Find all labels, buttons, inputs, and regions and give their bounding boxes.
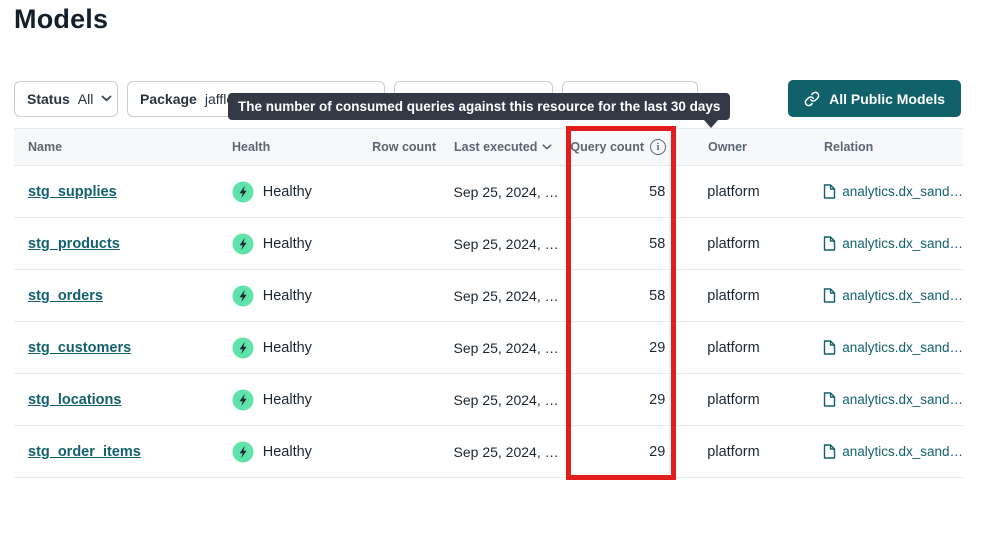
table-header-row: Name Health Row count Last executed Quer… [14,128,963,166]
query-count-cell: 58 [649,183,666,200]
owner-cell: platform [707,287,760,304]
owner-cell: platform [707,339,760,356]
table-row: stg_supplies Healthy Sep 25, 2024, … 58 … [14,166,963,218]
link-icon [804,91,820,106]
health-status-label: Healthy [262,443,312,460]
last-executed-cell: Sep 25, 2024, … [453,443,559,460]
column-header-row-count[interactable]: Row count [372,140,436,154]
column-header-last-executed-label: Last executed [454,140,538,154]
model-name-link[interactable]: stg_locations [28,391,122,408]
health-status-label: Healthy [262,183,312,200]
relation-link[interactable]: analytics.dx_sand… [842,444,964,459]
column-header-query-count[interactable]: Query count i [568,139,680,155]
table-row: stg_products Healthy Sep 25, 2024, … 58 … [14,218,963,270]
model-name-link[interactable]: stg_supplies [28,183,117,200]
page-title: Models [14,4,109,34]
model-name-link[interactable]: stg_customers [28,339,132,356]
owner-cell: platform [707,183,760,200]
column-header-owner[interactable]: Owner [708,140,747,154]
info-icon[interactable]: i [650,139,666,155]
healthy-status-icon [232,285,254,306]
models-table: Name Health Row count Last executed Quer… [14,128,963,478]
last-executed-cell: Sep 25, 2024, … [453,287,559,304]
column-header-name[interactable]: Name [28,140,63,154]
health-status-label: Healthy [262,287,312,304]
healthy-status-icon [232,337,254,358]
document-icon [823,184,836,199]
column-header-query-count-label: Query count [570,140,644,154]
last-executed-cell: Sep 25, 2024, … [453,339,559,356]
relation-link[interactable]: analytics.dx_sand… [842,236,964,251]
relation-link[interactable]: analytics.dx_sand… [842,184,964,199]
column-header-relation[interactable]: Relation [824,140,874,154]
table-row: stg_order_items Healthy Sep 25, 2024, … … [14,426,963,478]
model-name-link[interactable]: stg_order_items [28,443,141,460]
status-filter[interactable]: Status All [14,80,118,117]
relation-link[interactable]: analytics.dx_sand… [842,340,964,355]
query-count-cell: 58 [649,235,666,252]
model-name-link[interactable]: stg_orders [28,287,103,304]
sort-descending-icon [542,144,552,150]
table-row: stg_locations Healthy Sep 25, 2024, … 29… [14,374,963,426]
last-executed-cell: Sep 25, 2024, … [453,235,559,252]
all-public-models-button[interactable]: All Public Models [788,80,961,117]
table-row: stg_orders Healthy Sep 25, 2024, … 58 pl… [14,270,963,322]
last-executed-cell: Sep 25, 2024, … [453,183,559,200]
query-count-cell: 29 [649,391,666,408]
owner-cell: platform [707,235,760,252]
healthy-status-icon [232,181,254,202]
table-row: stg_customers Healthy Sep 25, 2024, … 29… [14,322,963,374]
document-icon [823,444,836,459]
last-executed-cell: Sep 25, 2024, … [453,391,559,408]
healthy-status-icon [232,441,254,462]
owner-cell: platform [707,391,760,408]
query-count-cell: 29 [649,339,666,356]
chevron-down-icon [101,95,112,102]
document-icon [823,340,836,355]
relation-link[interactable]: analytics.dx_sand… [842,392,964,407]
document-icon [823,288,836,303]
health-status-label: Healthy [262,391,312,408]
health-status-label: Healthy [262,339,312,356]
healthy-status-icon [232,389,254,410]
owner-cell: platform [707,443,760,460]
model-name-link[interactable]: stg_products [28,235,120,252]
document-icon [823,392,836,407]
column-header-health[interactable]: Health [232,140,271,154]
package-filter-label: Package [140,90,197,107]
healthy-status-icon [232,233,254,254]
table-body: stg_supplies Healthy Sep 25, 2024, … 58 … [14,166,963,478]
column-header-last-executed[interactable]: Last executed [436,140,568,154]
document-icon [823,236,836,251]
query-count-cell: 58 [649,287,666,304]
query-count-cell: 29 [649,443,666,460]
query-count-tooltip: The number of consumed queries against t… [228,93,731,128]
status-filter-value: All [77,90,94,107]
status-filter-label: Status [27,90,70,107]
relation-link[interactable]: analytics.dx_sand… [842,288,964,303]
health-status-label: Healthy [262,235,312,252]
all-public-models-label: All Public Models [829,90,945,107]
